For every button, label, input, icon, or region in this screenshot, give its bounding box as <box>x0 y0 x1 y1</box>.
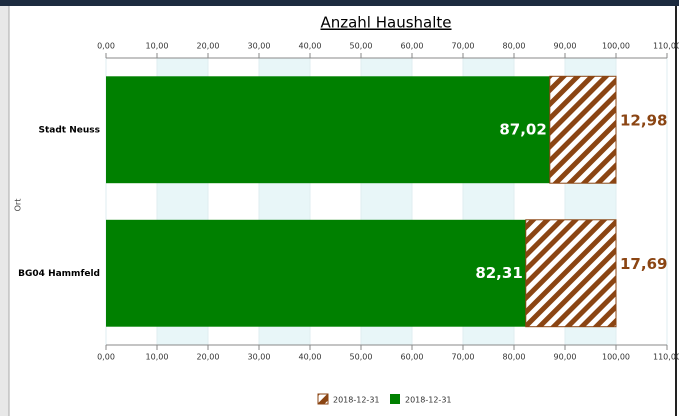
y-tick-label: BG04 Hammfeld <box>18 269 100 279</box>
x-tick-label: 0,00 <box>97 353 115 362</box>
bar-segment <box>106 76 550 184</box>
x-tick-label: 100,00 <box>602 42 630 51</box>
x-tick-label: 10,00 <box>146 353 169 362</box>
bar-segment <box>549 75 617 184</box>
window-border <box>0 6 9 416</box>
value-label: 82,31 <box>475 264 522 282</box>
x-tick-label: 40,00 <box>299 42 322 51</box>
legend-label: 2018-12-31 <box>333 396 380 405</box>
x-tick-label: 40,00 <box>299 353 322 362</box>
legend-swatch <box>390 394 400 404</box>
x-tick-label: 90,00 <box>554 353 577 362</box>
x-tick-label: 110,00 <box>653 42 679 51</box>
x-tick-label: 20,00 <box>197 353 220 362</box>
value-label: 17,69 <box>620 255 667 273</box>
x-tick-label: 70,00 <box>452 42 475 51</box>
bar-segment <box>106 219 526 327</box>
legend-swatch <box>317 393 329 405</box>
x-tick-label: 60,00 <box>401 42 424 51</box>
y-axis-label: Ort <box>14 199 23 212</box>
x-tick-label: 50,00 <box>350 353 373 362</box>
window-bar <box>0 0 679 6</box>
x-tick-label: 10,00 <box>146 42 169 51</box>
x-tick-label: 80,00 <box>503 353 526 362</box>
legend-label: 2018-12-31 <box>405 396 452 405</box>
x-tick-label: 60,00 <box>401 353 424 362</box>
chart-title: Anzahl Haushalte <box>320 14 451 32</box>
x-tick-label: 0,00 <box>97 42 115 51</box>
x-tick-label: 30,00 <box>248 353 271 362</box>
bar-segment <box>525 219 617 328</box>
value-label: 87,02 <box>499 120 546 138</box>
x-tick-label: 20,00 <box>197 42 220 51</box>
x-tick-label: 110,00 <box>653 353 679 362</box>
x-tick-label: 80,00 <box>503 42 526 51</box>
x-tick-label: 90,00 <box>554 42 577 51</box>
value-label: 12,98 <box>620 111 667 129</box>
x-tick-label: 50,00 <box>350 42 373 51</box>
y-tick-label: Stadt Neuss <box>39 125 101 135</box>
x-tick-label: 100,00 <box>602 353 630 362</box>
x-tick-label: 70,00 <box>452 353 475 362</box>
x-tick-label: 30,00 <box>248 42 271 51</box>
